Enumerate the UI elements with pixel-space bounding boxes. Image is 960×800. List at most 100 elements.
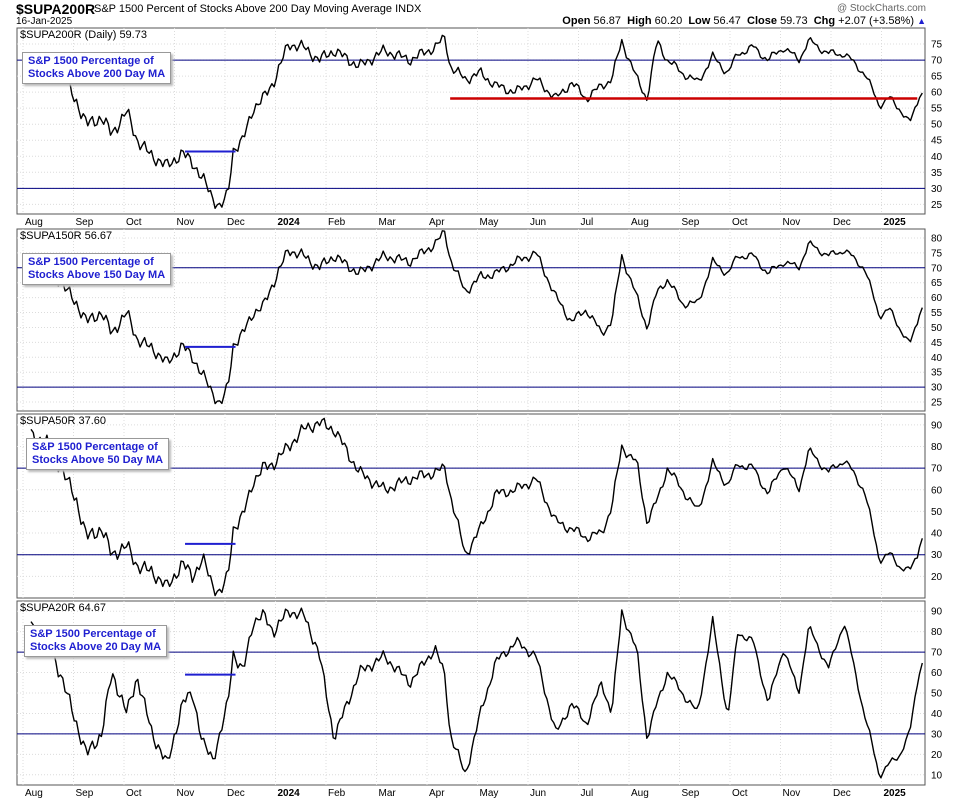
close-label: Close — [747, 15, 777, 27]
legend-box: S&P 1500 Percentage of Stocks Above 20 Da… — [24, 625, 168, 657]
y-tick-label: 55 — [931, 308, 943, 319]
x-tick-label: Jul — [581, 788, 594, 799]
chg-value: +2.07 (+3.58%) — [838, 15, 915, 27]
y-tick-label: 10 — [931, 770, 943, 781]
y-tick-label: 65 — [931, 72, 943, 83]
x-tick-label: Apr — [429, 788, 445, 799]
x-tick-label: Oct — [732, 788, 748, 799]
y-tick-label: 50 — [931, 507, 943, 518]
symbol-title: $SUPA200R — [16, 1, 96, 17]
series-line — [30, 34, 923, 209]
x-tick-label: Nov — [783, 788, 801, 799]
open-label: Open — [562, 15, 591, 27]
brand-watermark: @ StockCharts.com — [836, 3, 926, 14]
high-label: High — [627, 15, 652, 27]
y-tick-label: 80 — [931, 627, 943, 638]
y-tick-label: 45 — [931, 338, 943, 349]
panel-label: $SUPA20R 64.67 — [20, 602, 107, 614]
y-tick-label: 90 — [931, 607, 943, 618]
x-tick-label: Oct — [732, 217, 748, 228]
y-tick-label: 60 — [931, 668, 943, 679]
x-tick-label: Feb — [328, 788, 346, 799]
x-tick-label: Dec — [227, 217, 245, 228]
y-tick-label: 40 — [931, 529, 943, 540]
chart-date: 16-Jan-2025 — [16, 16, 73, 27]
chart-description: S&P 1500 Percent of Stocks Above 200 Day… — [94, 3, 421, 15]
x-tick-label: Jul — [581, 217, 594, 228]
y-tick-label: 60 — [931, 88, 943, 99]
legend-text: S&P 1500 Percentage of — [30, 628, 156, 640]
x-tick-label: Nov — [177, 217, 195, 228]
y-tick-label: 75 — [931, 248, 943, 259]
y-tick-label: 40 — [931, 152, 943, 163]
y-tick-label: 90 — [931, 420, 943, 431]
y-tick-label: 70 — [931, 56, 943, 67]
x-tick-label: May — [480, 788, 499, 799]
x-tick-label: Aug — [631, 788, 649, 799]
legend-box: S&P 1500 Percentage of Stocks Above 150 D… — [22, 253, 172, 285]
x-tick-label: Nov — [177, 788, 195, 799]
y-tick-label: 40 — [931, 353, 943, 364]
chg-label: Chg — [813, 15, 836, 27]
y-tick-label: 25 — [931, 200, 943, 211]
series-line — [30, 230, 923, 405]
description-text: S&P 1500 Percent of Stocks Above 200 Day… — [94, 3, 393, 15]
x-tick-label: May — [480, 217, 499, 228]
y-tick-label: 20 — [931, 572, 943, 583]
y-tick-label: 25 — [931, 398, 943, 409]
legend-box: S&P 1500 Percentage of Stocks Above 200 D… — [22, 52, 172, 84]
y-tick-label: 30 — [931, 550, 943, 561]
panel-label: $SUPA200R (Daily) 59.73 — [20, 29, 147, 41]
y-tick-label: 50 — [931, 323, 943, 334]
x-tick-label: Aug — [25, 217, 43, 228]
legend-text: S&P 1500 Percentage of — [28, 55, 154, 67]
x-tick-label: Dec — [833, 217, 851, 228]
y-tick-label: 50 — [931, 689, 943, 700]
x-tick-label: Aug — [631, 217, 649, 228]
y-tick-label: 75 — [931, 40, 943, 51]
y-tick-label: 35 — [931, 168, 943, 179]
x-tick-label: Nov — [783, 217, 801, 228]
close-value: 59.73 — [780, 15, 808, 27]
exchange-label: INDX — [395, 3, 422, 15]
up-arrow-icon: ▲ — [917, 16, 926, 26]
y-tick-label: 65 — [931, 278, 943, 289]
legend-text: Stocks Above 50 Day MA — [32, 454, 164, 466]
x-tick-label: Dec — [833, 788, 851, 799]
x-tick-label: 2024 — [278, 788, 301, 799]
series-line — [30, 417, 923, 597]
legend-text: Stocks Above 200 Day MA — [28, 68, 166, 80]
legend-text: S&P 1500 Percentage of — [32, 441, 158, 453]
x-tick-label: Mar — [379, 217, 397, 228]
x-tick-label: Jun — [530, 788, 546, 799]
x-tick-label: Oct — [126, 217, 142, 228]
x-tick-label: Mar — [379, 788, 397, 799]
high-value: 60.20 — [654, 15, 683, 27]
ohlc-readout: Open 56.87 High 60.20 Low 56.47 Close 59… — [562, 15, 926, 27]
y-tick-label: 80 — [931, 442, 943, 453]
open-value: 56.87 — [593, 15, 622, 27]
y-tick-label: 30 — [931, 184, 943, 195]
legend-text: S&P 1500 Percentage of — [28, 256, 154, 268]
panel-label: $SUPA150R 56.67 — [20, 230, 113, 242]
low-label: Low — [688, 15, 711, 27]
y-tick-label: 70 — [931, 648, 943, 659]
x-tick-label: 2025 — [884, 788, 907, 799]
y-tick-label: 20 — [931, 750, 943, 761]
x-tick-label: 2025 — [884, 217, 907, 228]
y-tick-label: 70 — [931, 263, 943, 274]
y-tick-label: 30 — [931, 383, 943, 394]
x-tick-label: Apr — [429, 217, 445, 228]
x-tick-label: Aug — [25, 788, 43, 799]
y-tick-label: 80 — [931, 233, 943, 244]
x-tick-label: Sep — [682, 788, 700, 799]
y-tick-label: 40 — [931, 709, 943, 720]
x-tick-label: Oct — [126, 788, 142, 799]
panel-label: $SUPA50R 37.60 — [20, 415, 107, 427]
x-tick-label: Feb — [328, 217, 346, 228]
x-tick-label: Sep — [682, 217, 700, 228]
x-tick-label: Jun — [530, 217, 546, 228]
legend-box: S&P 1500 Percentage of Stocks Above 50 Da… — [26, 438, 170, 470]
x-tick-label: Dec — [227, 788, 245, 799]
